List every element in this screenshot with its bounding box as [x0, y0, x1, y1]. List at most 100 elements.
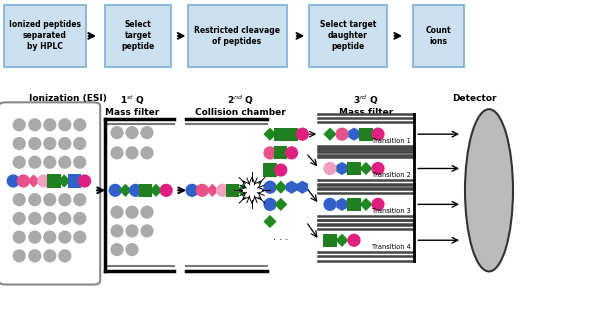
Polygon shape	[263, 128, 277, 141]
Text: Select target
daughter
peptide: Select target daughter peptide	[320, 20, 376, 51]
Ellipse shape	[140, 146, 154, 159]
Ellipse shape	[43, 193, 56, 206]
Ellipse shape	[140, 224, 154, 237]
Ellipse shape	[125, 243, 139, 256]
Ellipse shape	[73, 231, 86, 244]
Bar	[68, 174, 81, 188]
Polygon shape	[119, 184, 132, 197]
Ellipse shape	[13, 156, 26, 169]
Ellipse shape	[125, 126, 139, 139]
Ellipse shape	[17, 174, 30, 188]
Ellipse shape	[73, 156, 86, 169]
Ellipse shape	[371, 128, 385, 141]
Ellipse shape	[28, 137, 41, 150]
Polygon shape	[296, 181, 308, 194]
Polygon shape	[348, 128, 360, 141]
Ellipse shape	[58, 193, 71, 206]
Ellipse shape	[28, 231, 41, 244]
Ellipse shape	[73, 118, 86, 131]
Ellipse shape	[347, 234, 361, 247]
Text: Count
ions: Count ions	[425, 26, 451, 46]
Ellipse shape	[465, 109, 513, 271]
Ellipse shape	[73, 137, 86, 150]
Ellipse shape	[110, 243, 124, 256]
Ellipse shape	[160, 184, 173, 197]
Polygon shape	[335, 234, 349, 247]
Ellipse shape	[28, 156, 41, 169]
Text: Transition 3: Transition 3	[372, 208, 411, 214]
Text: Transition 2: Transition 2	[372, 172, 411, 178]
Ellipse shape	[28, 118, 41, 131]
FancyBboxPatch shape	[0, 102, 100, 285]
Polygon shape	[274, 198, 287, 211]
Ellipse shape	[323, 198, 337, 211]
Polygon shape	[336, 198, 348, 211]
Polygon shape	[359, 162, 373, 175]
Polygon shape	[359, 198, 373, 211]
Polygon shape	[263, 215, 277, 228]
Ellipse shape	[263, 181, 277, 194]
Ellipse shape	[263, 146, 277, 159]
FancyBboxPatch shape	[105, 5, 171, 67]
Ellipse shape	[73, 212, 86, 225]
Bar	[139, 184, 152, 197]
Text: Detector: Detector	[452, 94, 496, 103]
Ellipse shape	[110, 126, 124, 139]
Ellipse shape	[110, 224, 124, 237]
Ellipse shape	[125, 206, 139, 219]
Bar	[285, 128, 298, 141]
Ellipse shape	[43, 212, 56, 225]
Ellipse shape	[13, 118, 26, 131]
Polygon shape	[239, 177, 265, 203]
Ellipse shape	[78, 174, 91, 188]
Ellipse shape	[140, 126, 154, 139]
Ellipse shape	[129, 184, 142, 197]
Ellipse shape	[125, 224, 139, 237]
Ellipse shape	[110, 146, 124, 159]
Polygon shape	[149, 184, 163, 197]
Text: Ionized peptides
separated
by HPLC: Ionized peptides separated by HPLC	[9, 20, 81, 51]
Ellipse shape	[140, 206, 154, 219]
Text: Transition 4: Transition 4	[372, 244, 411, 250]
Bar	[274, 128, 287, 141]
Ellipse shape	[13, 231, 26, 244]
Ellipse shape	[43, 118, 56, 131]
Bar	[359, 128, 373, 141]
FancyBboxPatch shape	[413, 5, 464, 67]
Ellipse shape	[371, 162, 385, 175]
Ellipse shape	[371, 198, 385, 211]
Ellipse shape	[185, 184, 199, 197]
Ellipse shape	[263, 198, 277, 211]
Ellipse shape	[28, 212, 41, 225]
Ellipse shape	[110, 206, 124, 219]
Text: 1$^{st}$ Q
Mass filter: 1$^{st}$ Q Mass filter	[105, 94, 159, 117]
Ellipse shape	[13, 249, 26, 262]
Ellipse shape	[73, 193, 86, 206]
Text: 3$^{rd}$ Q
Mass filter: 3$^{rd}$ Q Mass filter	[339, 94, 393, 117]
Text: Restricted cleavage
of peptides: Restricted cleavage of peptides	[194, 26, 280, 46]
Ellipse shape	[43, 156, 56, 169]
Ellipse shape	[109, 184, 122, 197]
Bar	[274, 146, 287, 159]
Bar	[323, 234, 337, 247]
Ellipse shape	[43, 249, 56, 262]
Ellipse shape	[7, 174, 20, 188]
Polygon shape	[323, 128, 337, 141]
Ellipse shape	[28, 249, 41, 262]
Polygon shape	[27, 174, 40, 188]
Text: · · ·: · · ·	[273, 235, 289, 245]
Ellipse shape	[37, 174, 50, 188]
Ellipse shape	[13, 212, 26, 225]
Polygon shape	[58, 174, 71, 188]
Bar	[347, 198, 361, 211]
Polygon shape	[286, 181, 298, 194]
Polygon shape	[206, 184, 219, 197]
Bar	[263, 163, 277, 177]
Ellipse shape	[58, 212, 71, 225]
Text: Select
target
peptide: Select target peptide	[121, 20, 155, 51]
Ellipse shape	[13, 137, 26, 150]
Ellipse shape	[13, 193, 26, 206]
Ellipse shape	[335, 128, 349, 141]
Text: 2$^{nd}$ Q
Collision chamber: 2$^{nd}$ Q Collision chamber	[194, 94, 286, 117]
FancyBboxPatch shape	[309, 5, 387, 67]
